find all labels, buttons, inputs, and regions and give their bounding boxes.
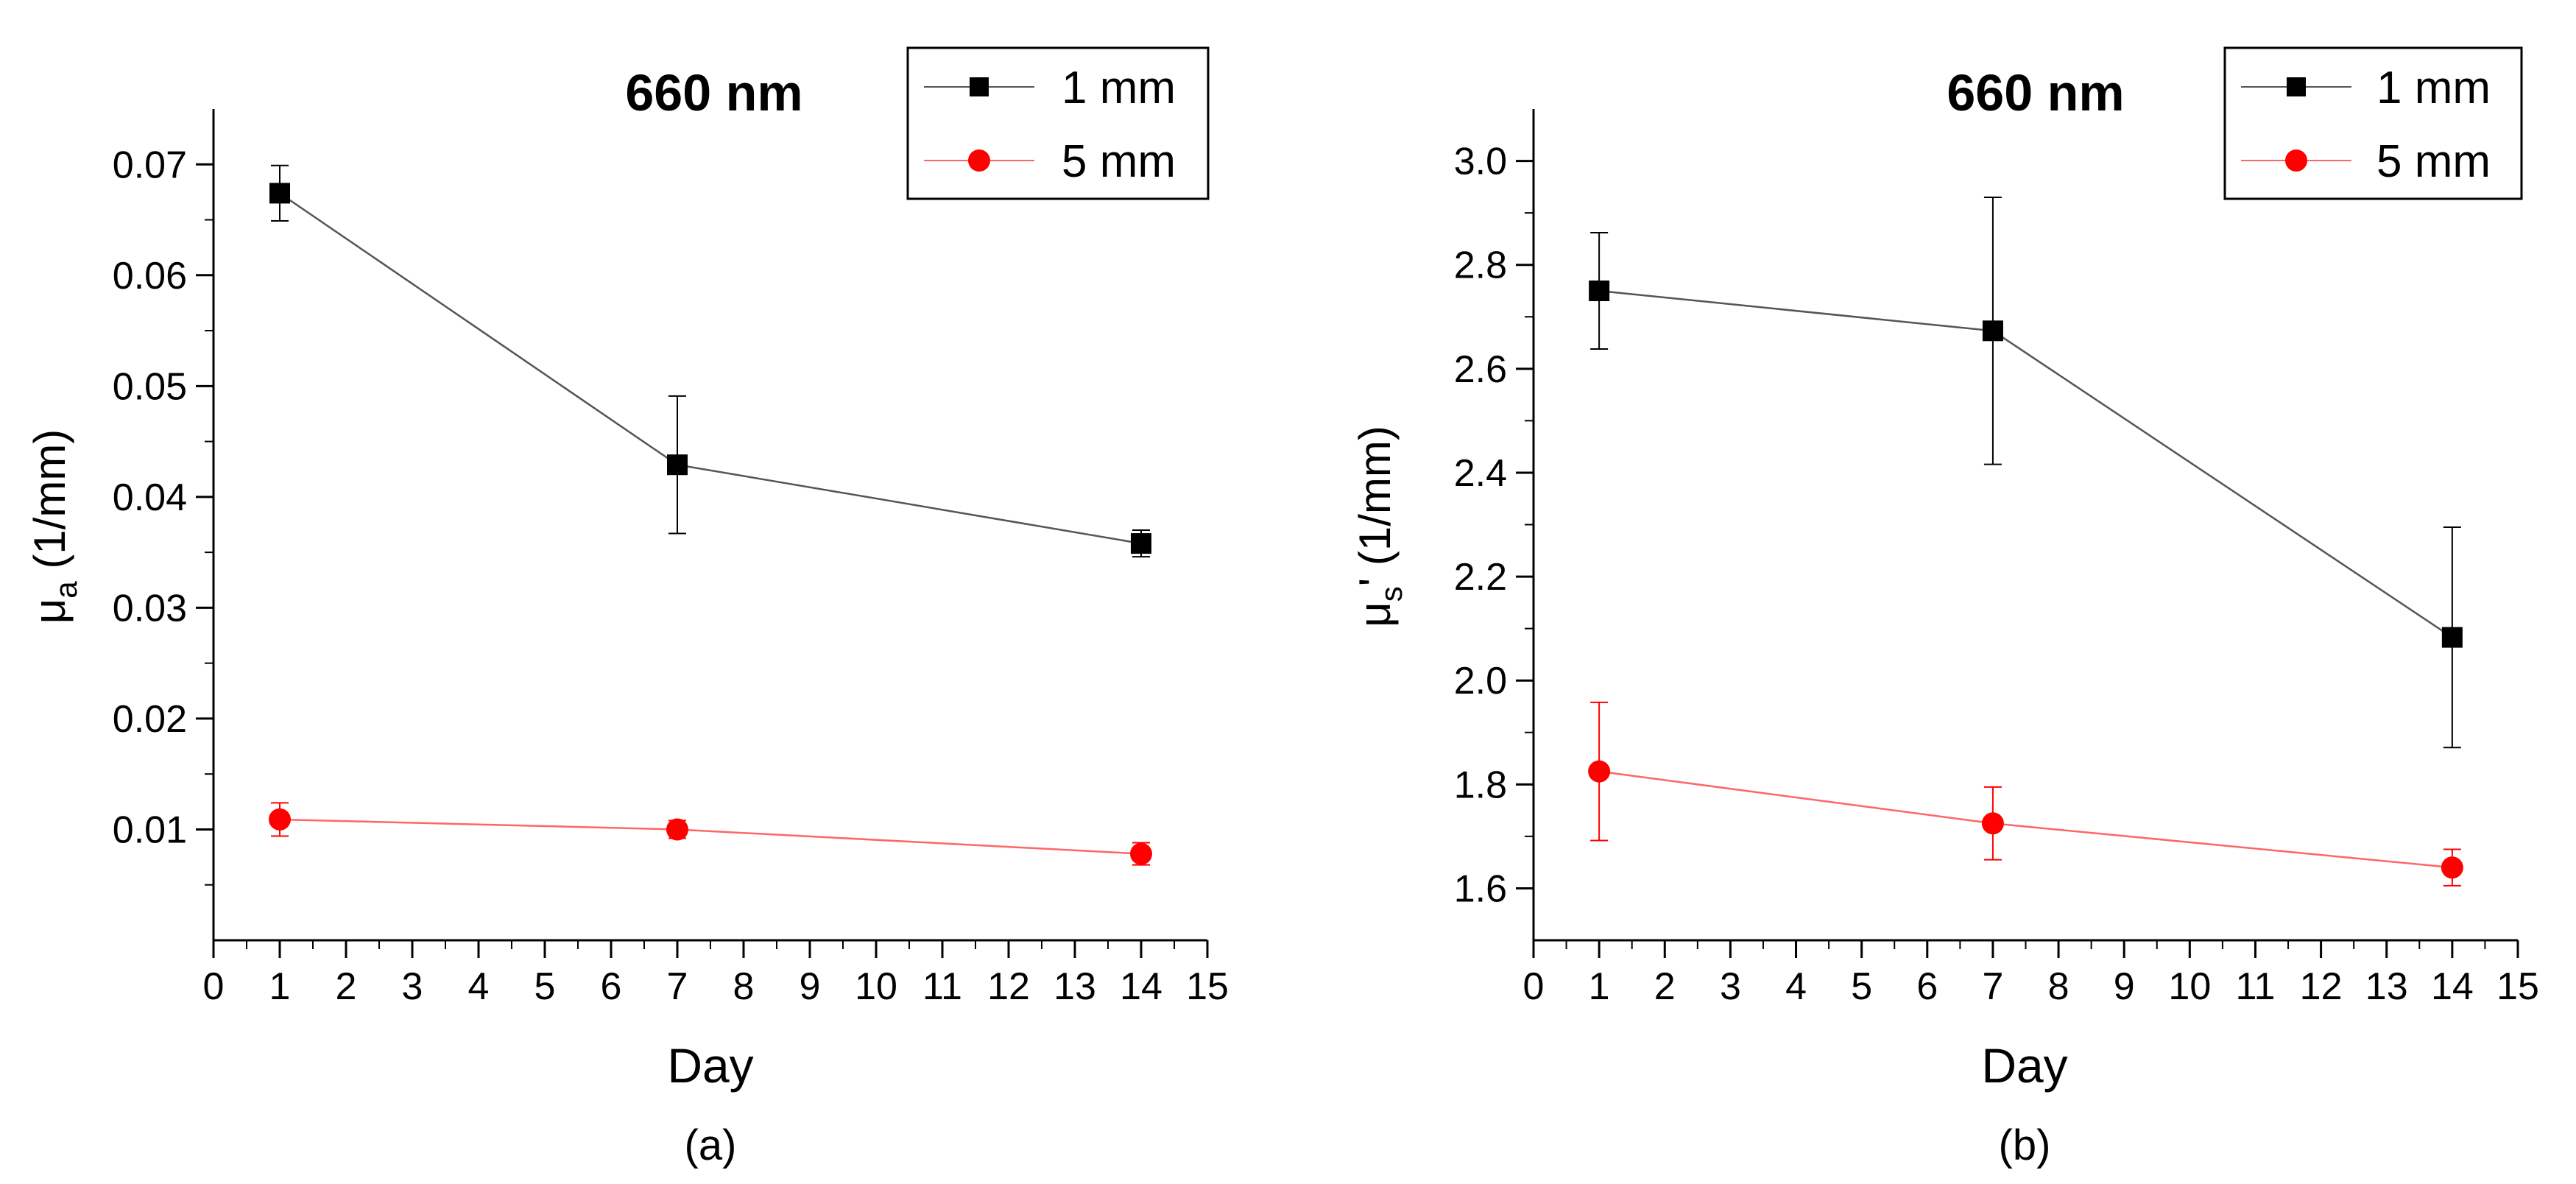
x-tick-label: 10: [855, 965, 897, 1008]
chart-b-legend: 1 mm 5 mm: [2223, 46, 2523, 200]
y-tick-label: 0.05: [113, 365, 187, 408]
y-tick-label: 2.2: [1454, 556, 1507, 599]
x-tick-label: 9: [800, 965, 821, 1008]
x-tick-label: 12: [987, 965, 1030, 1008]
x-tick-label: 2: [1654, 965, 1676, 1008]
chart-b-ticks: 0 1 2 3 4 5 6 7 8 9 10 11 12 13 14 151.61.82.02.22.42.6…: [1454, 141, 2539, 1008]
chart-b-ylabel-suffix: ' (1/mm): [1350, 426, 1400, 586]
data-point-circle: [1130, 842, 1152, 865]
data-point-square: [667, 454, 688, 476]
x-tick-label: 6: [1916, 965, 1938, 1008]
series-line-1mm: [279, 192, 1142, 545]
data-point-square: [1131, 533, 1151, 554]
chart-a-title: 660 nm: [625, 64, 802, 121]
data-point-square: [1982, 320, 2003, 342]
x-tick-label: 4: [1785, 965, 1807, 1008]
chart-a-ticks: 0 1 2 3 4 5 6 7 8 9 10 11 12 13 14 150.010.020.030.040.…: [113, 144, 1229, 1008]
chart-a-xlabel: Day: [667, 1038, 753, 1093]
chart-b-ylabel-subscript: s: [1374, 586, 1408, 602]
x-tick-label: 0: [203, 965, 225, 1008]
legend-marker-square: [970, 77, 989, 96]
y-tick-label: 0.02: [113, 698, 187, 741]
x-tick-label: 3: [402, 965, 423, 1008]
chart-a-ylabel-suffix: (1/mm): [25, 429, 74, 582]
legend-marker-circle: [2285, 149, 2307, 172]
data-point-circle: [1981, 812, 2004, 835]
data-point-circle: [666, 818, 688, 841]
y-tick-label: 0.01: [113, 808, 187, 851]
data-point-circle: [269, 808, 291, 831]
series-line-1mm: [1599, 289, 2453, 638]
x-tick-label: 13: [2365, 965, 2408, 1008]
chart-a-panel-label: (a): [685, 1121, 737, 1169]
legend-label-1mm: 1 mm: [2376, 63, 2491, 113]
y-tick-label: 1.8: [1454, 764, 1507, 806]
x-tick-label: 4: [468, 965, 490, 1008]
x-tick-label: 7: [1982, 965, 2003, 1008]
chart-a-legend: 1 mm 5 mm: [906, 46, 1210, 200]
y-tick-label: 0.04: [113, 476, 187, 519]
x-tick-label: 14: [1120, 965, 1162, 1008]
data-point-circle: [2441, 856, 2463, 879]
x-tick-label: 1: [269, 965, 291, 1008]
x-tick-label: 8: [733, 965, 755, 1008]
y-tick-label: 0.07: [113, 144, 187, 186]
x-tick-label: 11: [2235, 965, 2275, 1008]
data-point-square: [1589, 280, 1610, 301]
chart-b-xlabel: Day: [1981, 1038, 2067, 1093]
x-tick-label: 7: [667, 965, 688, 1008]
legend-label-1mm: 1 mm: [1062, 63, 1176, 113]
y-tick-label: 2.8: [1454, 244, 1507, 287]
data-point-square: [269, 183, 290, 204]
data-point-circle: [1588, 760, 1611, 783]
chart-b: 660 nm 0 1 2 3 4 5 6 7 8 9 10 11 12 13 14 151.61.82.02.…: [1350, 46, 2539, 1169]
chart-a-ylabel-symbol: μ: [25, 599, 74, 624]
y-tick-label: 2.4: [1454, 452, 1507, 495]
chart-b-ylabel-symbol: μ: [1350, 602, 1400, 627]
x-tick-label: 5: [534, 965, 556, 1008]
chart-a: 660 nm 0 1 2 3 4 5 6 7 8 9 10 11 12 13 14 150.010.020.0…: [25, 46, 1229, 1169]
chart-b-panel-label: (b): [1999, 1121, 2051, 1169]
legend-frame: [2223, 46, 2523, 200]
x-tick-label: 5: [1851, 965, 1872, 1008]
x-tick-label: 2: [336, 965, 357, 1008]
chart-a-ylabel: μa (1/mm): [25, 429, 83, 624]
chart-a-series: [269, 164, 1152, 866]
y-tick-label: 2.0: [1454, 660, 1507, 702]
legend-label-5mm: 5 mm: [2376, 136, 2491, 187]
chart-a-ylabel-subscript: a: [49, 581, 83, 599]
data-point-square: [2441, 627, 2463, 648]
y-tick-label: 0.06: [113, 255, 187, 297]
y-tick-label: 1.6: [1454, 867, 1507, 910]
series-line-5mm: [279, 818, 1142, 855]
x-tick-label: 1: [1589, 965, 1610, 1008]
x-tick-label: 9: [2114, 965, 2135, 1008]
y-tick-label: 3.0: [1454, 141, 1507, 183]
x-tick-label: 8: [2048, 965, 2069, 1008]
legend-label-5mm: 5 mm: [1062, 136, 1176, 187]
x-tick-label: 0: [1523, 965, 1545, 1008]
chart-b-ylabel: μs' (1/mm): [1350, 426, 1408, 627]
chart-b-title: 660 nm: [1947, 64, 2124, 121]
chart-b-series: [1588, 196, 2463, 887]
legend-marker-square: [2287, 77, 2306, 96]
x-tick-label: 13: [1054, 965, 1096, 1008]
legend-frame: [906, 46, 1210, 200]
series-line-5mm: [1598, 770, 2452, 869]
x-tick-label: 10: [2168, 965, 2211, 1008]
y-tick-label: 2.6: [1454, 348, 1507, 391]
y-tick-label: 0.03: [113, 587, 187, 630]
x-tick-label: 11: [922, 965, 962, 1008]
x-tick-label: 15: [2496, 965, 2539, 1008]
x-tick-label: 15: [1186, 965, 1229, 1008]
x-tick-label: 6: [601, 965, 622, 1008]
x-tick-label: 12: [2300, 965, 2343, 1008]
x-tick-label: 14: [2431, 965, 2474, 1008]
legend-marker-circle: [968, 149, 990, 172]
x-tick-label: 3: [1720, 965, 1741, 1008]
